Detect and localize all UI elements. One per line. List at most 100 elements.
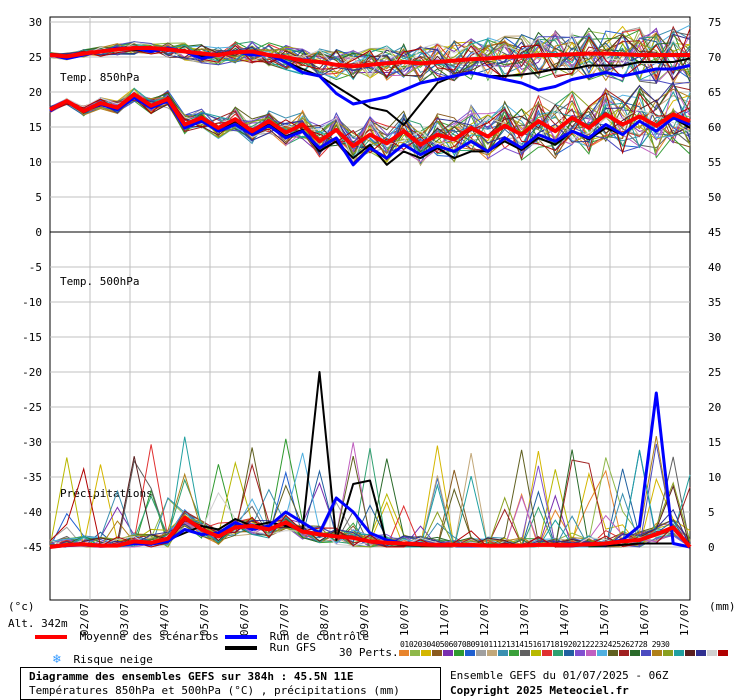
- right-tick-label: 75: [708, 16, 721, 29]
- left-tick-label: -35: [22, 471, 42, 484]
- left-tick-label: -30: [22, 436, 42, 449]
- left-tick-label: -25: [22, 401, 42, 414]
- date-label: 17/07: [678, 603, 691, 636]
- t850-member-line: [49, 92, 691, 155]
- pert-swatch: [553, 650, 563, 656]
- panel-label-precip: Précipitations: [60, 487, 153, 500]
- right-unit-label: (mm): [709, 600, 736, 613]
- left-tick-label: -45: [22, 541, 42, 554]
- left-tick-label: 20: [29, 86, 42, 99]
- chart-subtitle: Températures 850hPa et 500hPa (°C) , pré…: [29, 684, 400, 697]
- legend-perts-swatches: [399, 650, 728, 656]
- pert-swatch: [674, 650, 684, 656]
- snowflake-icon: ❄: [53, 652, 61, 667]
- left-tick-label: 0: [35, 226, 42, 239]
- left-tick-label: 5: [35, 191, 42, 204]
- date-label: 04/07: [158, 603, 171, 636]
- legend-control-swatch: [225, 635, 257, 639]
- panel-label-t850: Temp. 850hPa: [60, 71, 139, 84]
- legend-control: Run de contrôle: [225, 630, 369, 643]
- pert-swatch: [630, 650, 640, 656]
- t850-mean-line: [49, 92, 691, 148]
- left-unit-label: (°c): [8, 600, 35, 613]
- date-label: 15/07: [598, 603, 611, 636]
- pert-swatch: [498, 650, 508, 656]
- legend-snow-label: Risque neige: [73, 653, 153, 666]
- pert-swatch: [586, 650, 596, 656]
- pert-swatch: [531, 650, 541, 656]
- t850-member-line: [49, 98, 691, 164]
- copyright: Copyright 2025 Meteociel.fr: [450, 684, 629, 697]
- right-tick-label: 60: [708, 121, 721, 134]
- left-tick-label: 10: [29, 156, 42, 169]
- right-tick-label: 40: [708, 261, 721, 274]
- right-tick-label: 30: [708, 331, 721, 344]
- pert-swatch: [399, 650, 409, 656]
- pert-swatch: [520, 650, 530, 656]
- left-tick-label: -20: [22, 366, 42, 379]
- pert-swatch: [641, 650, 651, 656]
- pert-swatch: [542, 650, 552, 656]
- left-tick-label: -15: [22, 331, 42, 344]
- date-label: 14/07: [558, 603, 571, 636]
- pert-swatch: [454, 650, 464, 656]
- pert-swatch: [619, 650, 629, 656]
- right-tick-label: 65: [708, 86, 721, 99]
- t500-member-line: [49, 28, 691, 80]
- run-info: Ensemble GEFS du 01/07/2025 - 06Z: [450, 669, 669, 682]
- right-tick-label: 15: [708, 436, 721, 449]
- chart-title: Diagramme des ensembles GEFS sur 384h : …: [29, 670, 354, 683]
- date-label: 13/07: [518, 603, 531, 636]
- altitude-label: Alt. 342m: [8, 617, 68, 630]
- pert-swatch: [718, 650, 728, 656]
- right-tick-label: 5: [708, 506, 715, 519]
- pert-swatch: [421, 650, 431, 656]
- pert-swatch: [410, 650, 420, 656]
- legend-mean-swatch: [35, 635, 67, 639]
- pert-swatch: [432, 650, 442, 656]
- right-tick-label: 70: [708, 51, 721, 64]
- pert-swatch: [575, 650, 585, 656]
- date-label: 11/07: [438, 603, 451, 636]
- pert-swatch: [685, 650, 695, 656]
- date-label: 03/07: [118, 603, 131, 636]
- legend-perts-label: 30 Perts.: [339, 646, 399, 659]
- t500-mean-line: [49, 46, 690, 69]
- right-tick-label: 50: [708, 191, 721, 204]
- left-tick-label: -5: [29, 261, 42, 274]
- legend-perts-numbers: 0102030405060708091011121314151617181920…: [400, 640, 670, 649]
- pert-swatch: [509, 650, 519, 656]
- pert-swatch: [652, 650, 662, 656]
- left-tick-label: 30: [29, 16, 42, 29]
- date-label: 06/07: [238, 603, 251, 636]
- pert-swatch: [696, 650, 706, 656]
- date-label: 12/07: [478, 603, 491, 636]
- date-label: 02/07: [78, 603, 91, 636]
- legend-gfs-label: Run GFS: [269, 641, 316, 654]
- right-tick-label: 10: [708, 471, 721, 484]
- pert-swatch: [476, 650, 486, 656]
- pert-swatch: [663, 650, 673, 656]
- legend-mean-label: Moyenne des scénarios: [79, 630, 219, 643]
- left-tick-label: 15: [29, 121, 42, 134]
- pert-swatch: [597, 650, 607, 656]
- left-tick-label: -10: [22, 296, 42, 309]
- title-box: Diagramme des ensembles GEFS sur 384h : …: [20, 667, 441, 700]
- pert-swatch: [465, 650, 475, 656]
- precip-mean-line: [49, 515, 692, 549]
- right-tick-label: 45: [708, 226, 721, 239]
- date-label: 09/07: [358, 603, 371, 636]
- pert-swatch: [564, 650, 574, 656]
- right-tick-label: 55: [708, 156, 721, 169]
- date-label: 16/07: [638, 603, 651, 636]
- left-tick-label: 25: [29, 51, 42, 64]
- date-label: 08/07: [318, 603, 331, 636]
- right-tick-label: 20: [708, 401, 721, 414]
- pert-swatch: [707, 650, 717, 656]
- left-tick-label: -40: [22, 506, 42, 519]
- legend-mean: Moyenne des scénarios: [35, 630, 219, 643]
- date-label: 05/07: [198, 603, 211, 636]
- pert-swatch: [443, 650, 453, 656]
- right-tick-label: 35: [708, 296, 721, 309]
